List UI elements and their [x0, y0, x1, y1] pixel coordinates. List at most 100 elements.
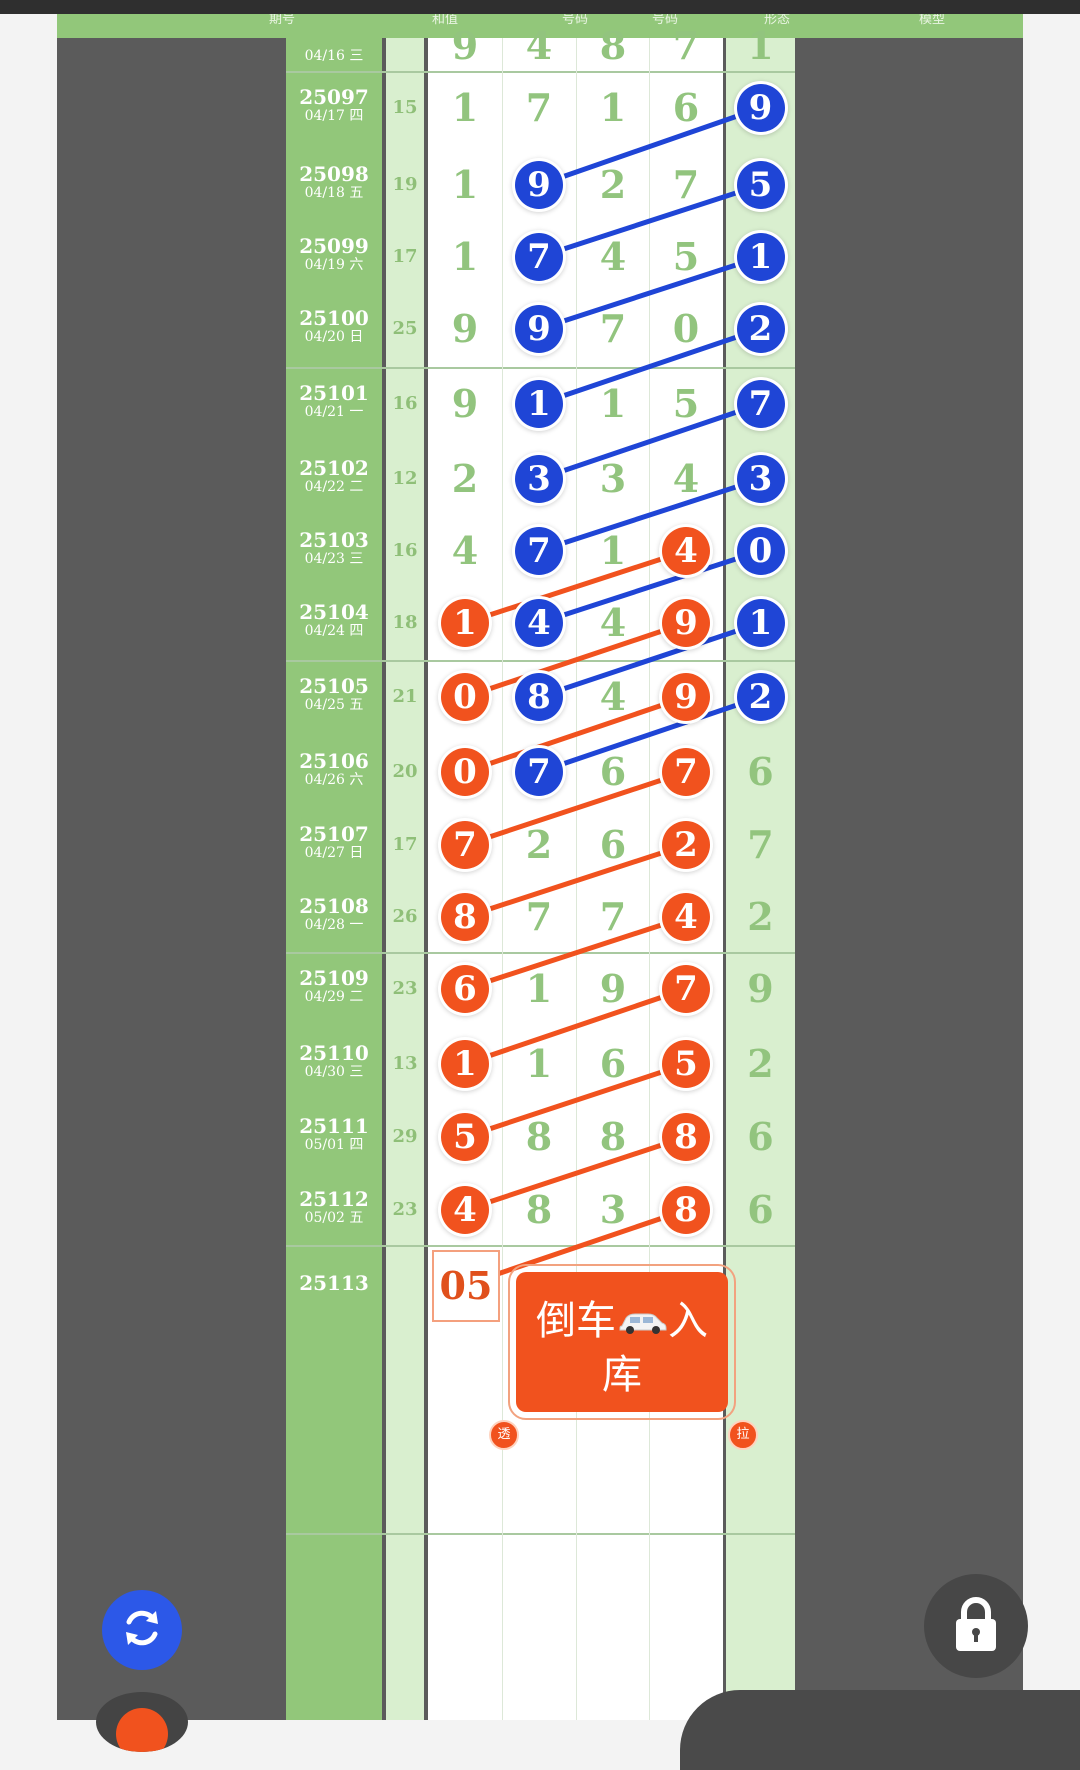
table-row[interactable]: 25097 04/17 四 15 1 7 1 6: [286, 72, 795, 144]
lock-button[interactable]: [924, 1574, 1028, 1678]
number-digit: 8: [525, 1187, 553, 1232]
orange-ball[interactable]: 8: [662, 1113, 710, 1161]
orange-ball[interactable]: 7: [441, 821, 489, 869]
issue-cell: 25106 04/26 六: [286, 736, 382, 808]
table-row[interactable]: 25112 05/02 五 23 8 3 6: [286, 1174, 795, 1246]
number-digit: 8: [599, 1114, 627, 1159]
orange-ball[interactable]: 0: [441, 748, 489, 796]
orange-ball[interactable]: 8: [441, 893, 489, 941]
issue-cell: 25107 04/27 日: [286, 809, 382, 881]
table-row[interactable]: 25101 04/21 一 16 9 1 5: [286, 368, 795, 440]
blue-ball[interactable]: 4: [515, 599, 563, 647]
table-row[interactable]: 25113: [286, 1246, 795, 1318]
row-group-divider: [286, 1245, 795, 1247]
table-row[interactable]: 25108 04/28 一 26 7 7 2: [286, 881, 795, 953]
orange-trend-line: [465, 1207, 689, 1287]
number-digit: 8: [599, 23, 627, 68]
number-digit: 6: [599, 749, 627, 794]
orange-ball[interactable]: 1: [441, 599, 489, 647]
issue-number: 25100: [299, 306, 369, 330]
orange-ball[interactable]: 4: [662, 893, 710, 941]
issue-cell: 25105 04/25 五: [286, 661, 382, 733]
orange-ball[interactable]: 0: [441, 673, 489, 721]
blue-ball[interactable]: 7: [736, 380, 785, 428]
table-row[interactable]: 25106 04/26 六 20 6 6: [286, 736, 795, 808]
issue-number: 25103: [299, 528, 369, 552]
orange-ball[interactable]: 7: [662, 965, 710, 1013]
table-row[interactable]: 25103 04/23 三 16 4 1: [286, 515, 795, 587]
blue-ball[interactable]: 1: [736, 233, 785, 281]
blue-ball[interactable]: 3: [736, 455, 785, 503]
sum-cell: 13: [392, 1053, 418, 1074]
table-row[interactable]: 25109 04/29 二 23 1 9 9: [286, 953, 795, 1025]
issue-cell: 25111 05/01 四: [286, 1101, 382, 1173]
header-label-number: 号码: [562, 14, 589, 27]
orange-ball[interactable]: 4: [662, 527, 710, 575]
issue-number: 25106: [299, 749, 369, 773]
table-row[interactable]: 25104 04/24 四 18 4: [286, 587, 795, 659]
table-row[interactable]: 25107 04/27 日 17 2 6 7: [286, 809, 795, 881]
result-digit: 2: [747, 1041, 774, 1086]
header-label-sum: 和值: [432, 14, 459, 27]
issue-number: 25113: [299, 1271, 369, 1295]
table-row[interactable]: 25105 04/25 五 21 4: [286, 661, 795, 733]
issue-cell: 25108 04/28 一: [286, 881, 382, 953]
forecast-input[interactable]: 05: [432, 1250, 500, 1322]
issue-number: 25101: [299, 381, 369, 405]
blue-ball[interactable]: 9: [515, 161, 563, 209]
table-row[interactable]: 25111 05/01 四 29 8 8 6: [286, 1101, 795, 1173]
sticker-line-2: 库: [602, 1352, 642, 1398]
sum-cell: 29: [392, 1126, 418, 1147]
table-row[interactable]: 25100 04/20 日 25 9 7 0: [286, 293, 795, 365]
blue-ball[interactable]: 0: [736, 527, 785, 575]
blue-ball[interactable]: 2: [736, 305, 785, 353]
number-digit: 1: [525, 966, 553, 1011]
blue-ball[interactable]: 8: [515, 673, 563, 721]
blue-ball[interactable]: 7: [515, 233, 563, 281]
table-row[interactable]: 25110 04/30 三 13 1 6 2: [286, 1028, 795, 1100]
number-digit: 7: [525, 85, 553, 130]
orange-ball[interactable]: 2: [662, 821, 710, 869]
sticker-transparency-handle[interactable]: 透: [489, 1420, 519, 1450]
refresh-icon: [119, 1605, 165, 1655]
blue-ball[interactable]: 7: [515, 527, 563, 575]
row-group-divider: [286, 367, 795, 369]
number-digit: 2: [599, 162, 627, 207]
orange-ball[interactable]: 4: [441, 1186, 489, 1234]
number-digit: 6: [672, 85, 700, 130]
blue-ball[interactable]: 7: [515, 748, 563, 796]
table-row[interactable]: 25098 04/18 五 19 1 2 7: [286, 149, 795, 221]
sticker-line-1: 倒车 入: [516, 1288, 728, 1346]
orange-ball[interactable]: 9: [662, 673, 710, 721]
table-row[interactable]: 25102 04/22 二 12 2 3 4: [286, 443, 795, 515]
blue-ball[interactable]: 2: [736, 673, 785, 721]
table-row[interactable]: 25099 04/19 六 17 1 4 5: [286, 221, 795, 293]
floating-action-button[interactable]: [96, 1692, 188, 1752]
blue-ball[interactable]: 9: [515, 305, 563, 353]
result-digit: 6: [747, 1114, 774, 1159]
orange-ball[interactable]: 9: [662, 599, 710, 647]
orange-ball[interactable]: 5: [441, 1113, 489, 1161]
orange-ball[interactable]: 1: [441, 1040, 489, 1088]
sum-cell: 17: [392, 834, 418, 855]
blue-trend-line: [536, 326, 763, 407]
orange-ball[interactable]: 6: [441, 965, 489, 1013]
blue-ball[interactable]: 5: [736, 161, 785, 209]
sticker-resize-handle[interactable]: 拉: [728, 1420, 758, 1450]
refresh-button[interactable]: [102, 1590, 182, 1670]
trend-chart-table[interactable]: 04/16 三 9 4 8 7 1 25097 04/17 四 15 1 7 1 6 25098 04/18…: [286, 23, 795, 1720]
number-digit: 4: [599, 234, 627, 279]
orange-ball[interactable]: 8: [662, 1186, 710, 1234]
blue-ball[interactable]: 3: [515, 455, 563, 503]
reverse-parking-sticker[interactable]: 倒车 入 库: [508, 1264, 736, 1420]
number-digit: 0: [672, 306, 700, 351]
number-digit: 1: [525, 1041, 553, 1086]
blue-ball[interactable]: 1: [736, 599, 785, 647]
blue-ball[interactable]: 9: [736, 84, 785, 132]
orange-ball[interactable]: 5: [662, 1040, 710, 1088]
orange-ball[interactable]: 7: [662, 748, 710, 796]
number-digit: 9: [599, 966, 627, 1011]
orange-trend-line: [462, 769, 689, 848]
blue-ball[interactable]: 1: [515, 380, 563, 428]
